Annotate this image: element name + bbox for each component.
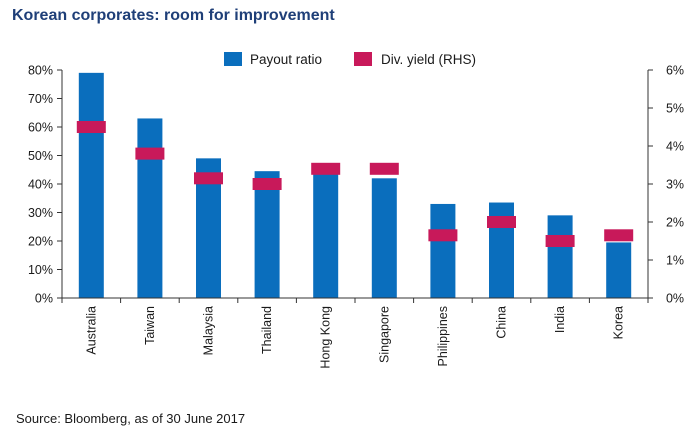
right-tick-label: 6% [666, 64, 684, 78]
legend-swatch-payout [224, 52, 242, 66]
x-tick-label: Singapore [377, 306, 391, 363]
bar-payout-philippines [430, 203, 456, 298]
x-tick-label: Taiwan [143, 306, 157, 345]
source-note: Source: Bloomberg, as of 30 June 2017 [16, 411, 246, 426]
marker-yield-india [545, 235, 575, 247]
left-axis: 0% 10% 20% 30% 40% 50% 60% 70% 80% [28, 64, 63, 306]
x-tick-label: India [553, 306, 567, 333]
x-axis: Australia Taiwan Malaysia Thailand Hong Kong… [61, 297, 649, 369]
legend-label-yield: Div. yield (RHS) [381, 52, 476, 67]
legend: Payout ratio Div. yield (RHS) [224, 52, 476, 67]
left-tick-label: 20% [28, 235, 53, 249]
left-tick-label: 0% [35, 292, 53, 306]
legend-label-payout: Payout ratio [250, 52, 322, 67]
right-axis: 0% 1% 2% 3% 4% 5% 6% [647, 64, 684, 306]
x-tick-label: Thailand [260, 306, 274, 354]
marker-yield-thailand [252, 178, 282, 190]
marker-yield-china [487, 216, 516, 228]
marker-yield-hong-kong [311, 162, 341, 175]
bar-payout-singapore [371, 178, 397, 298]
left-tick-label: 30% [28, 206, 53, 220]
left-tick-label: 70% [28, 92, 53, 106]
bar-payout-australia [78, 72, 104, 298]
marker-yield-philippines [428, 229, 458, 242]
bar-payout-thailand [254, 171, 280, 298]
x-tick-label: China [495, 306, 509, 339]
marker-yield-singapore [369, 162, 399, 175]
marker-yield-taiwan [135, 147, 165, 160]
bar-payout-hong-kong [313, 171, 339, 298]
chart-title: Korean corporates: room for improvement [12, 7, 335, 24]
bars [78, 72, 632, 298]
bar-payout-taiwan [137, 118, 163, 298]
left-tick-label: 60% [28, 121, 53, 135]
x-tick-label: Australia [84, 306, 98, 355]
legend-swatch-yield [354, 52, 372, 66]
left-tick-label: 80% [28, 64, 53, 78]
marker-yield-australia [76, 121, 106, 133]
x-tick-label: Malaysia [202, 306, 216, 355]
marker-yield-korea [604, 229, 634, 242]
right-tick-label: 0% [666, 292, 684, 306]
right-tick-label: 4% [666, 140, 684, 154]
right-tick-label: 5% [666, 102, 684, 116]
marker-yield-malaysia [194, 172, 223, 185]
x-tick-label: Philippines [436, 306, 450, 366]
left-tick-label: 10% [28, 263, 53, 277]
right-tick-label: 1% [666, 254, 684, 268]
right-tick-label: 2% [666, 216, 684, 230]
x-tick-label: Korea [612, 306, 626, 339]
bar-payout-india [547, 215, 573, 298]
left-tick-label: 50% [28, 149, 53, 163]
x-tick-label: Hong Kong [319, 306, 333, 369]
right-tick-label: 3% [666, 178, 684, 192]
bar-payout-korea [606, 242, 632, 298]
markers [76, 121, 634, 247]
left-tick-label: 40% [28, 178, 53, 192]
